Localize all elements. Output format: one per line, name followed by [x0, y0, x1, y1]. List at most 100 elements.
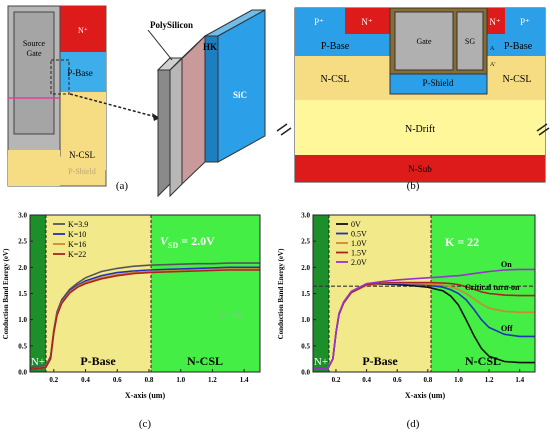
- break-mark-right: [536, 123, 550, 136]
- legend: 0V0.5V1.0V1.5V2.0V: [336, 220, 367, 267]
- chart-c-k-sweep: N-Drift 0.2 0.4 0.6 0.8 1.0 1.2 1.4 0.0 0.5 1.0 1.…: [2, 212, 261, 400]
- chart-d-voltage-sweep: 0.2 0.4 0.6 0.8 1.0 1.2 1.4 0.0 0.5 1.0 1.5 2.0 2.5 3…: [277, 212, 536, 400]
- x-tick-label: 1.4: [515, 376, 524, 384]
- legend-label: K=10: [68, 230, 86, 239]
- ticks-layer: 0.2 0.4 0.6 0.8 1.0 1.2 1.4 0.0 0.5 1.0 1.5 2.0 2.5 3…: [18, 212, 249, 385]
- x-tick-label: 0.2: [49, 376, 58, 384]
- polysilicon-pointer: [147, 29, 173, 61]
- source-gate-label-1: Source: [23, 39, 46, 48]
- legend-label: K=22: [68, 250, 86, 259]
- p-base-label: P-Base: [67, 68, 93, 78]
- y-tick-label: 2.0: [301, 264, 310, 272]
- x-tick-label: 0.4: [81, 376, 90, 384]
- series-layer: [312, 268, 535, 371]
- polysilicon-side: [157, 56, 171, 198]
- y-tick-label: 2.5: [18, 238, 27, 246]
- x-tick-label: 1.0: [454, 376, 463, 384]
- source-gate-label-2: Gate: [26, 49, 42, 58]
- n-plus-label: N⁺: [78, 26, 88, 35]
- vsd-annotation: VSD = 2.0V: [160, 234, 215, 250]
- legend-label: 1.5V: [351, 249, 367, 258]
- gate-electrode: [394, 11, 454, 71]
- on-curve-label: On: [501, 260, 512, 269]
- y-axis-label: Conduction Band Energy (eV): [277, 248, 285, 339]
- p-base-right: [487, 34, 545, 56]
- sic-label: SiC: [233, 90, 247, 100]
- legend: K=3.9K=10K=16K=22: [53, 220, 88, 259]
- x-tick-label: 1.2: [208, 376, 217, 384]
- series-line-2-0v: [312, 268, 535, 371]
- y-tick-label: 1.0: [18, 316, 27, 324]
- caption-b: (b): [406, 180, 420, 192]
- p-plus-left: [295, 8, 345, 34]
- n-plus-right-label: N⁺: [489, 17, 500, 27]
- p-plus-right: [505, 8, 545, 34]
- region-label-n-csl: N-CSL: [465, 354, 501, 368]
- critical-curve-label: Critical turn-on: [465, 283, 520, 292]
- hk-label: HK: [203, 42, 217, 52]
- x-tick-label: 1.0: [176, 376, 185, 384]
- legend-label: K=16: [68, 240, 86, 249]
- y-tick-label: 3.0: [18, 212, 27, 220]
- sg-electrode: [456, 11, 484, 71]
- x-tick-label: 0.8: [145, 376, 154, 384]
- p-plus-left-label: P⁺: [314, 17, 324, 27]
- n-csl-right-label: N-CSL: [503, 74, 532, 85]
- series-line-k-22: [29, 269, 260, 371]
- n-drift-region: [295, 100, 545, 155]
- n-plus-right: [487, 8, 505, 34]
- n-plus-region: [60, 6, 106, 52]
- n-sub-region: [295, 155, 545, 182]
- y-tick-label: 3.0: [301, 212, 310, 220]
- n-drift-label: N-Drift: [405, 124, 435, 135]
- p-shield-label: P-Shield: [68, 167, 96, 176]
- p-base-zone: [329, 215, 431, 372]
- panel-b-cross-section: P⁺ N⁺ P-Base Gate SG N⁺ P⁺ P-Base A A' N…: [276, 7, 550, 183]
- p-base-left: [295, 34, 390, 56]
- y-axis-label: Conduction Band Energy (eV): [2, 248, 10, 339]
- off-curve-label: Off: [501, 324, 513, 333]
- legend-label: 0V: [351, 220, 361, 229]
- y-tick-label: 1.5: [18, 290, 27, 298]
- caption-d: (d): [406, 418, 420, 430]
- p-shield-region: [8, 150, 60, 186]
- region-label-p-base: P-Base: [80, 354, 116, 368]
- p-plus-right-label: P⁺: [520, 17, 530, 27]
- x-axis-label: X-axis (um): [405, 391, 446, 400]
- x-tick-label: 0.2: [332, 376, 341, 384]
- region-label-n-plus: N+: [314, 356, 328, 368]
- x-tick-label: 0.6: [393, 376, 402, 384]
- sg-label: SG: [465, 37, 475, 46]
- n-sub-label: N-Sub: [408, 164, 432, 174]
- n-plus-left: [345, 8, 390, 34]
- source-gate-inner: [13, 11, 55, 135]
- p-shield-label: P-Shield: [422, 78, 454, 88]
- n-csl-label: N-CSL: [69, 150, 95, 160]
- panel-a-device-schematic: Source Gate N⁺ P-Base N-CSL P-Shield Pol…: [7, 5, 266, 198]
- break-mark-left: [276, 123, 292, 136]
- y-tick-label: 2.5: [301, 238, 310, 246]
- n-plus-zone: [313, 215, 329, 372]
- legend-label: K=3.9: [68, 220, 88, 229]
- p-base-zone: [46, 215, 151, 372]
- n-csl-left-label: N-CSL: [321, 74, 350, 85]
- polysilicon-face: [169, 56, 183, 198]
- legend-label: 2.0V: [351, 258, 367, 267]
- x-tick-label: 0.8: [423, 376, 432, 384]
- caption-a: (a): [115, 180, 129, 192]
- p-base-right-label: P-Base: [504, 41, 533, 52]
- p-base-left-label: P-Base: [321, 41, 350, 52]
- y-tick-label: 1.5: [301, 290, 310, 298]
- a-label: A: [490, 46, 495, 52]
- y-tick-label: 0.0: [18, 369, 27, 377]
- n-plus-zone: [30, 215, 46, 372]
- zoom-box: [50, 59, 70, 95]
- region-label-n-plus: N+: [31, 356, 45, 368]
- sic-face: [217, 9, 266, 163]
- k-annotation: K = 22: [445, 235, 479, 249]
- y-tick-label: 2.0: [18, 264, 27, 272]
- n-plus-left-label: N⁺: [361, 17, 372, 27]
- y-tick-label: 0.5: [18, 342, 27, 350]
- x-tick-label: 0.6: [113, 376, 122, 384]
- x-axis-label: X-axis (um): [125, 391, 166, 400]
